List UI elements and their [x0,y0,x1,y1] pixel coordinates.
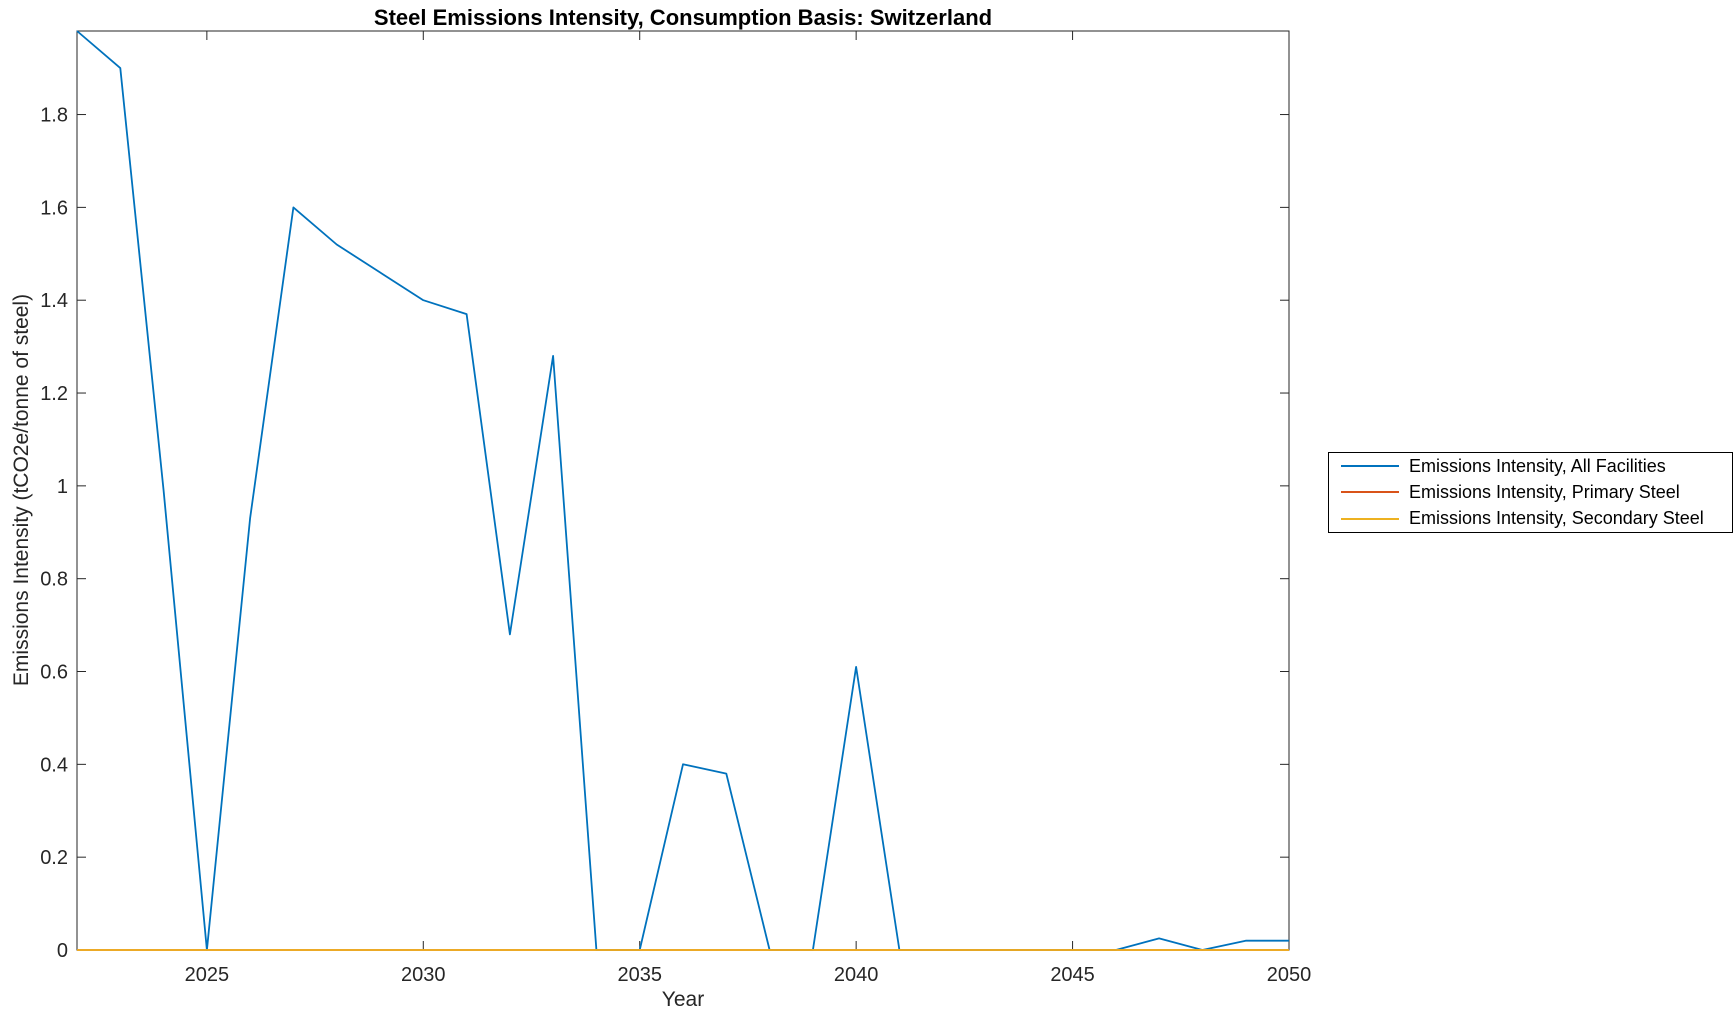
x-tick-label: 2040 [834,964,879,986]
y-tick-label: 0.2 [40,847,68,869]
legend-label-primary-steel: Emissions Intensity, Primary Steel [1409,481,1680,502]
y-tick-label: 1.6 [40,197,68,219]
legend-line-sample-secondary-steel [1341,517,1399,520]
y-tick-label: 1.8 [40,105,68,127]
chart-title: Steel Emissions Intensity, Consumption B… [373,5,993,30]
y-tick-label: 1 [57,476,68,498]
y-axis-label: Emissions Intensity (tCO2e/tonne of stee… [10,293,33,687]
y-tick-label: 0.8 [40,569,68,591]
legend-entry-secondary-steel: Emissions Intensity, Secondary Steel [1329,506,1732,532]
y-tick-label: 0.4 [40,754,68,776]
x-tick-label: 2030 [401,964,446,986]
y-tick-label: 0.6 [40,662,68,684]
plot-frame [76,30,1290,951]
y-tick-label: 1.4 [40,290,68,312]
x-axis-label: Year [661,988,705,1011]
x-tick-label: 2045 [1050,964,1095,986]
x-tick-label: 2050 [1267,964,1312,986]
y-tick-label: 0 [57,940,68,962]
legend-line-sample-all-facilities [1341,465,1399,468]
legend: Emissions Intensity, All Facilities Emiss… [1328,452,1733,533]
legend-entry-primary-steel: Emissions Intensity, Primary Steel [1329,479,1732,505]
legend-entry-all-facilities: Emissions Intensity, All Facilities [1329,453,1732,479]
x-tick-label: 2025 [185,964,230,986]
series-line-all-facilities [76,30,1289,951]
legend-label-all-facilities: Emissions Intensity, All Facilities [1409,455,1666,476]
x-tick-label: 2035 [617,964,662,986]
legend-label-secondary-steel: Emissions Intensity, Secondary Steel [1409,508,1704,529]
legend-line-sample-primary-steel [1341,491,1399,494]
y-tick-label: 1.2 [40,383,68,405]
